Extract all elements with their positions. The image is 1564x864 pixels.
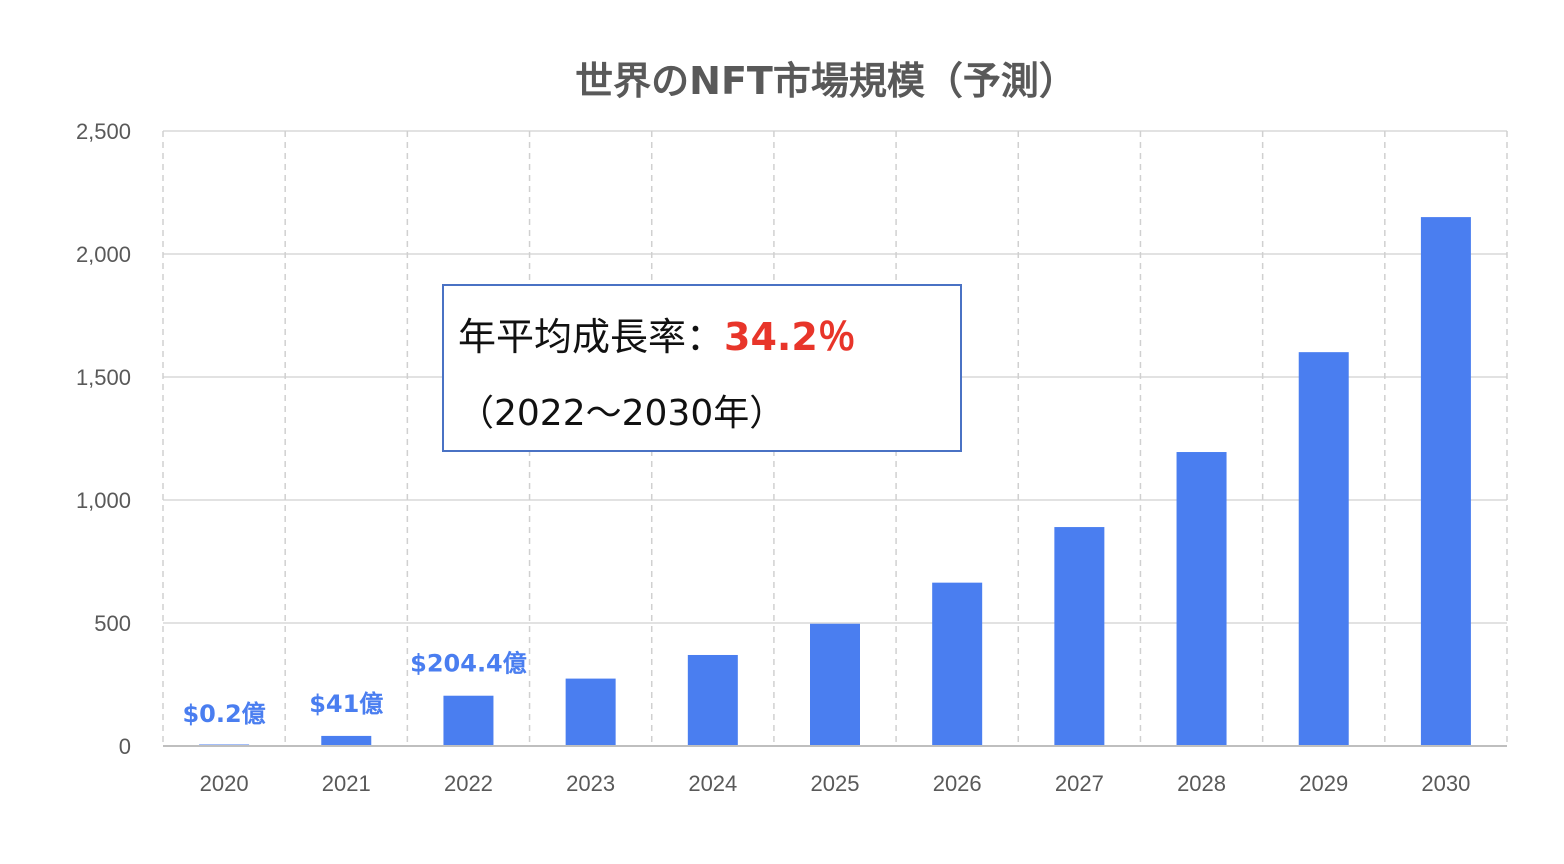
x-tick-label-2023: 2023 bbox=[566, 771, 615, 796]
x-tick-label-2021: 2021 bbox=[322, 771, 371, 796]
x-tick-label-2027: 2027 bbox=[1055, 771, 1104, 796]
cagr-line: 年平均成長率：34.2％ bbox=[458, 306, 856, 361]
bar-2023 bbox=[565, 678, 616, 746]
x-tick-label-2030: 2030 bbox=[1421, 771, 1470, 796]
cagr-period: （2022〜2030年） bbox=[458, 393, 786, 434]
x-tick-label-2022: 2022 bbox=[444, 771, 493, 796]
cagr-label: 年平均成長率： bbox=[458, 315, 725, 359]
y-tick-label-0: 0 bbox=[119, 734, 131, 759]
bar-2029 bbox=[1298, 352, 1349, 746]
y-tick-label-2000: 2,000 bbox=[76, 242, 131, 267]
bar-2026 bbox=[932, 582, 983, 746]
bar-2030 bbox=[1420, 217, 1471, 747]
data-label-2022: $204.4億 bbox=[410, 650, 527, 678]
x-tick-label-2025: 2025 bbox=[811, 771, 860, 796]
chart-title: 世界のNFT市場規模（予測） bbox=[575, 59, 1077, 103]
labels-layer: 0 500 1,000 1,500 2,000 2,500 2020 2021 2022 2023… bbox=[76, 119, 1470, 796]
bar-2024 bbox=[687, 654, 738, 746]
x-tick-label-2029: 2029 bbox=[1299, 771, 1348, 796]
y-tick-label-1000: 1,000 bbox=[76, 488, 131, 513]
x-tick-label-2024: 2024 bbox=[688, 771, 737, 796]
x-tick-label-2020: 2020 bbox=[200, 771, 249, 796]
data-label-2021: $41億 bbox=[309, 690, 383, 718]
bar-2021 bbox=[321, 735, 372, 746]
y-tick-label-2500: 2,500 bbox=[76, 119, 131, 144]
bar-2028 bbox=[1176, 452, 1227, 746]
x-tick-label-2026: 2026 bbox=[933, 771, 982, 796]
bar-2022 bbox=[443, 695, 494, 746]
cagr-callout-box: 年平均成長率：34.2％ （2022〜2030年） bbox=[442, 284, 962, 452]
y-tick-label-500: 500 bbox=[94, 611, 131, 636]
bars-layer bbox=[199, 217, 1471, 747]
cagr-rate: 34.2％ bbox=[724, 315, 856, 359]
x-tick-label-2028: 2028 bbox=[1177, 771, 1226, 796]
bar-2025 bbox=[810, 623, 860, 746]
bar-2027 bbox=[1054, 527, 1105, 746]
data-label-2020: $0.2億 bbox=[182, 700, 265, 728]
y-tick-label-1500: 1,500 bbox=[76, 365, 131, 390]
